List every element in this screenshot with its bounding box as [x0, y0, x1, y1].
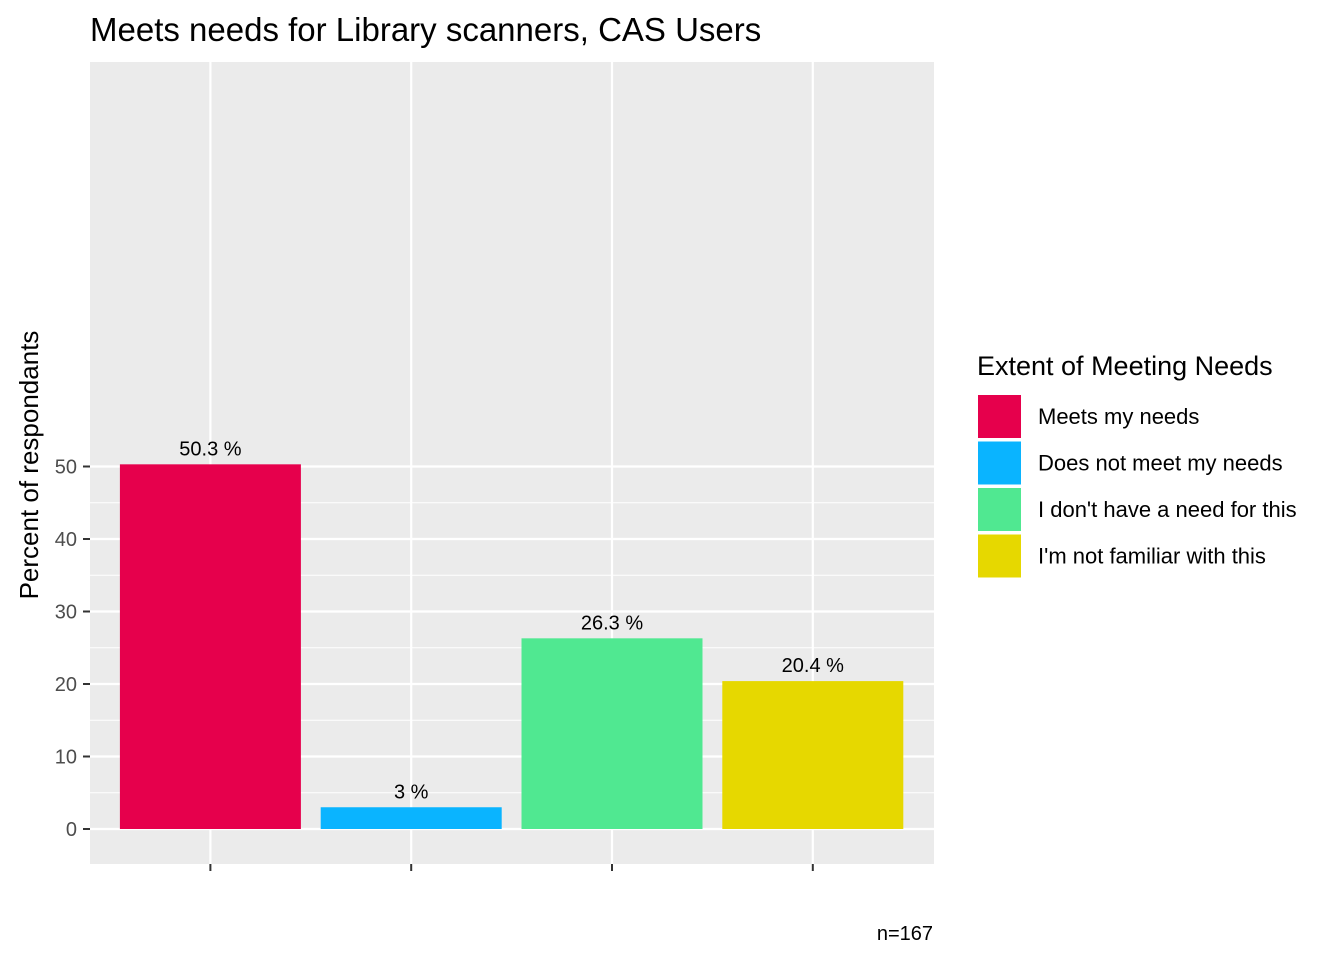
bar: [119, 464, 301, 829]
legend: Extent of Meeting Needs Meets my needs Do…: [976, 351, 1297, 580]
legend-key: [976, 486, 1023, 533]
legend-label: I'm not familiar with this: [1038, 544, 1266, 569]
sample-size-caption: n=167: [877, 923, 933, 945]
y-tick-label: 50: [55, 457, 77, 479]
data-label: 50.3 %: [179, 438, 241, 460]
legend-key: [976, 439, 1023, 487]
y-tick-label: 40: [55, 529, 77, 551]
y-tick-label: 10: [55, 747, 77, 769]
data-label: 20.4 %: [782, 655, 844, 677]
legend-label: Does not meet my needs: [1038, 451, 1283, 476]
legend-key: [976, 532, 1023, 580]
axes: 0 10 20 30 40 50: [55, 457, 814, 871]
legend-label: Meets my needs: [1038, 404, 1199, 429]
legend-key: [976, 393, 1023, 440]
data-label: 26.3 %: [581, 612, 643, 634]
y-tick-label: 20: [55, 674, 77, 696]
y-axis-title: Percent of respondants: [14, 331, 44, 600]
bars: [119, 464, 904, 829]
data-label: 3 %: [394, 781, 429, 803]
data-labels: 50.3 % 3 % 26.3 % 20.4 %: [179, 438, 844, 803]
chart-title: Meets needs for Library scanners, CAS Us…: [90, 11, 761, 48]
legend-label: I don't have a need for this: [1038, 497, 1297, 522]
bar: [320, 807, 502, 829]
bar: [722, 681, 904, 829]
y-tick-label: 30: [55, 602, 77, 624]
legend-title: Extent of Meeting Needs: [977, 351, 1273, 381]
y-tick-label: 0: [66, 819, 77, 841]
bar: [521, 638, 703, 829]
